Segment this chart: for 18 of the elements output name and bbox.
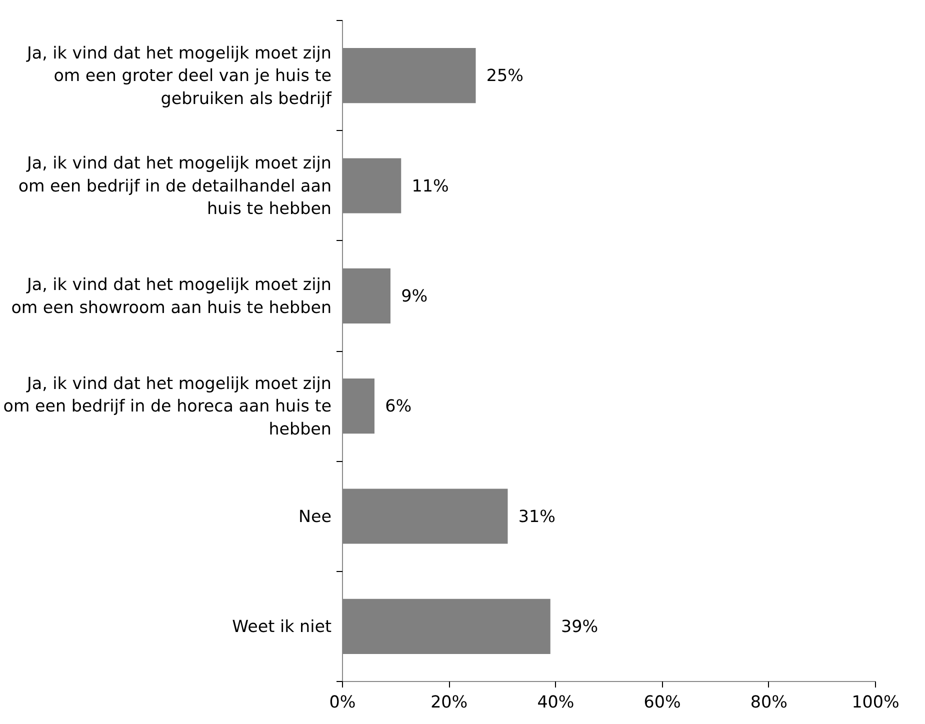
y-tick-label: Ja, ik vind dat het mogelijk moet zijn om een bedrijf in de detailhandel aan huis te hebben [18, 153, 332, 218]
y-tick-label: Nee [298, 506, 332, 526]
data-label: 31% [518, 506, 556, 526]
x-tick-label: 0% [329, 692, 356, 712]
y-tick-label: Ja, ik vind dat het mogelijk moet zijn om een showroom aan huis te hebben [11, 275, 332, 317]
x-tick-label: 40% [537, 692, 574, 712]
x-tick-label: 100% [852, 692, 900, 712]
data-label: 25% [486, 66, 524, 86]
x-tick-label: 60% [644, 692, 681, 712]
data-label: 6% [385, 396, 412, 416]
y-tick-label: Weet ik niet [232, 616, 332, 636]
data-label: 11% [412, 176, 449, 196]
data-label: 39% [561, 616, 598, 636]
data-label: 9% [401, 286, 428, 306]
y-tick-label: Ja, ik vind dat het mogelijk moet zijn om een bedrijf in de horeca aan huis te hebben [3, 374, 332, 438]
x-tick-label: 20% [430, 692, 468, 712]
x-tick-label: 80% [750, 692, 788, 712]
y-tick-label: Ja, ik vind dat het mogelijk moet zijn om een groter deel van je huis te gebruiken als bedrijf [26, 43, 333, 108]
